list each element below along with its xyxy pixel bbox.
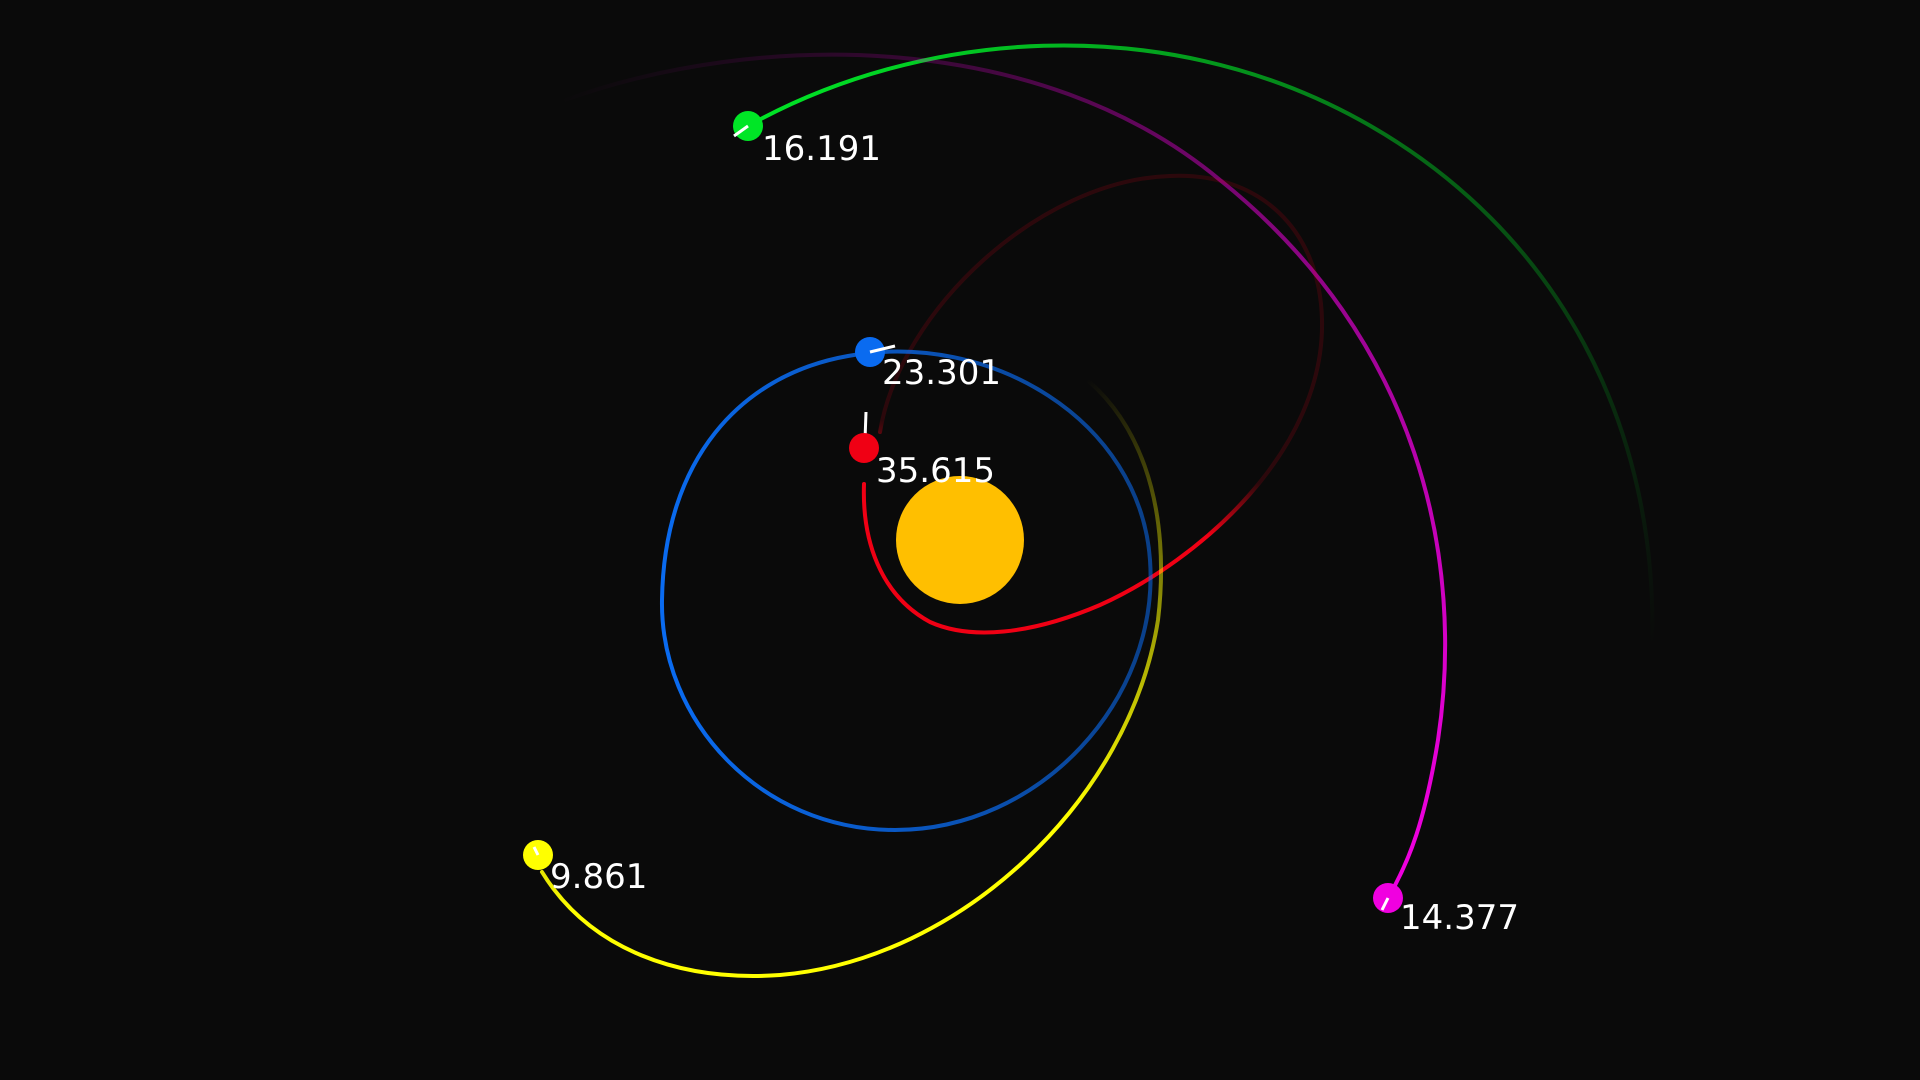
planet-green-speed-label: 16.191 [762,129,881,169]
planet-red[interactable]: 35.615 [849,411,995,491]
planet-red-body[interactable] [849,433,879,463]
blue-orbit-trail [659,349,1153,833]
planet-blue-speed-label: 23.301 [882,353,1001,393]
planet-yellow[interactable]: 9.861 [523,840,647,897]
planet-blue-velocity-marker [869,344,896,354]
planet-green-velocity-marker [733,124,749,138]
planet-green[interactable]: 16.191 [733,111,881,169]
planet-magenta-speed-label: 14.377 [1400,898,1519,938]
planet-blue[interactable]: 23.301 [855,337,1001,393]
planet-magenta-velocity-marker [1380,897,1390,911]
yellow-orbit-trail [540,318,1164,978]
orbit-trails [540,43,1655,978]
planet-magenta[interactable]: 14.377 [1373,883,1519,938]
green-orbit-trail [746,43,1655,652]
red-orbit-trail [861,173,1325,635]
sun [896,476,1024,604]
magenta-orbit-trail [563,52,1448,900]
planet-red-speed-label: 35.615 [876,451,995,491]
planet-yellow-speed-label: 9.861 [550,857,647,897]
planet-yellow-velocity-marker [532,846,540,856]
